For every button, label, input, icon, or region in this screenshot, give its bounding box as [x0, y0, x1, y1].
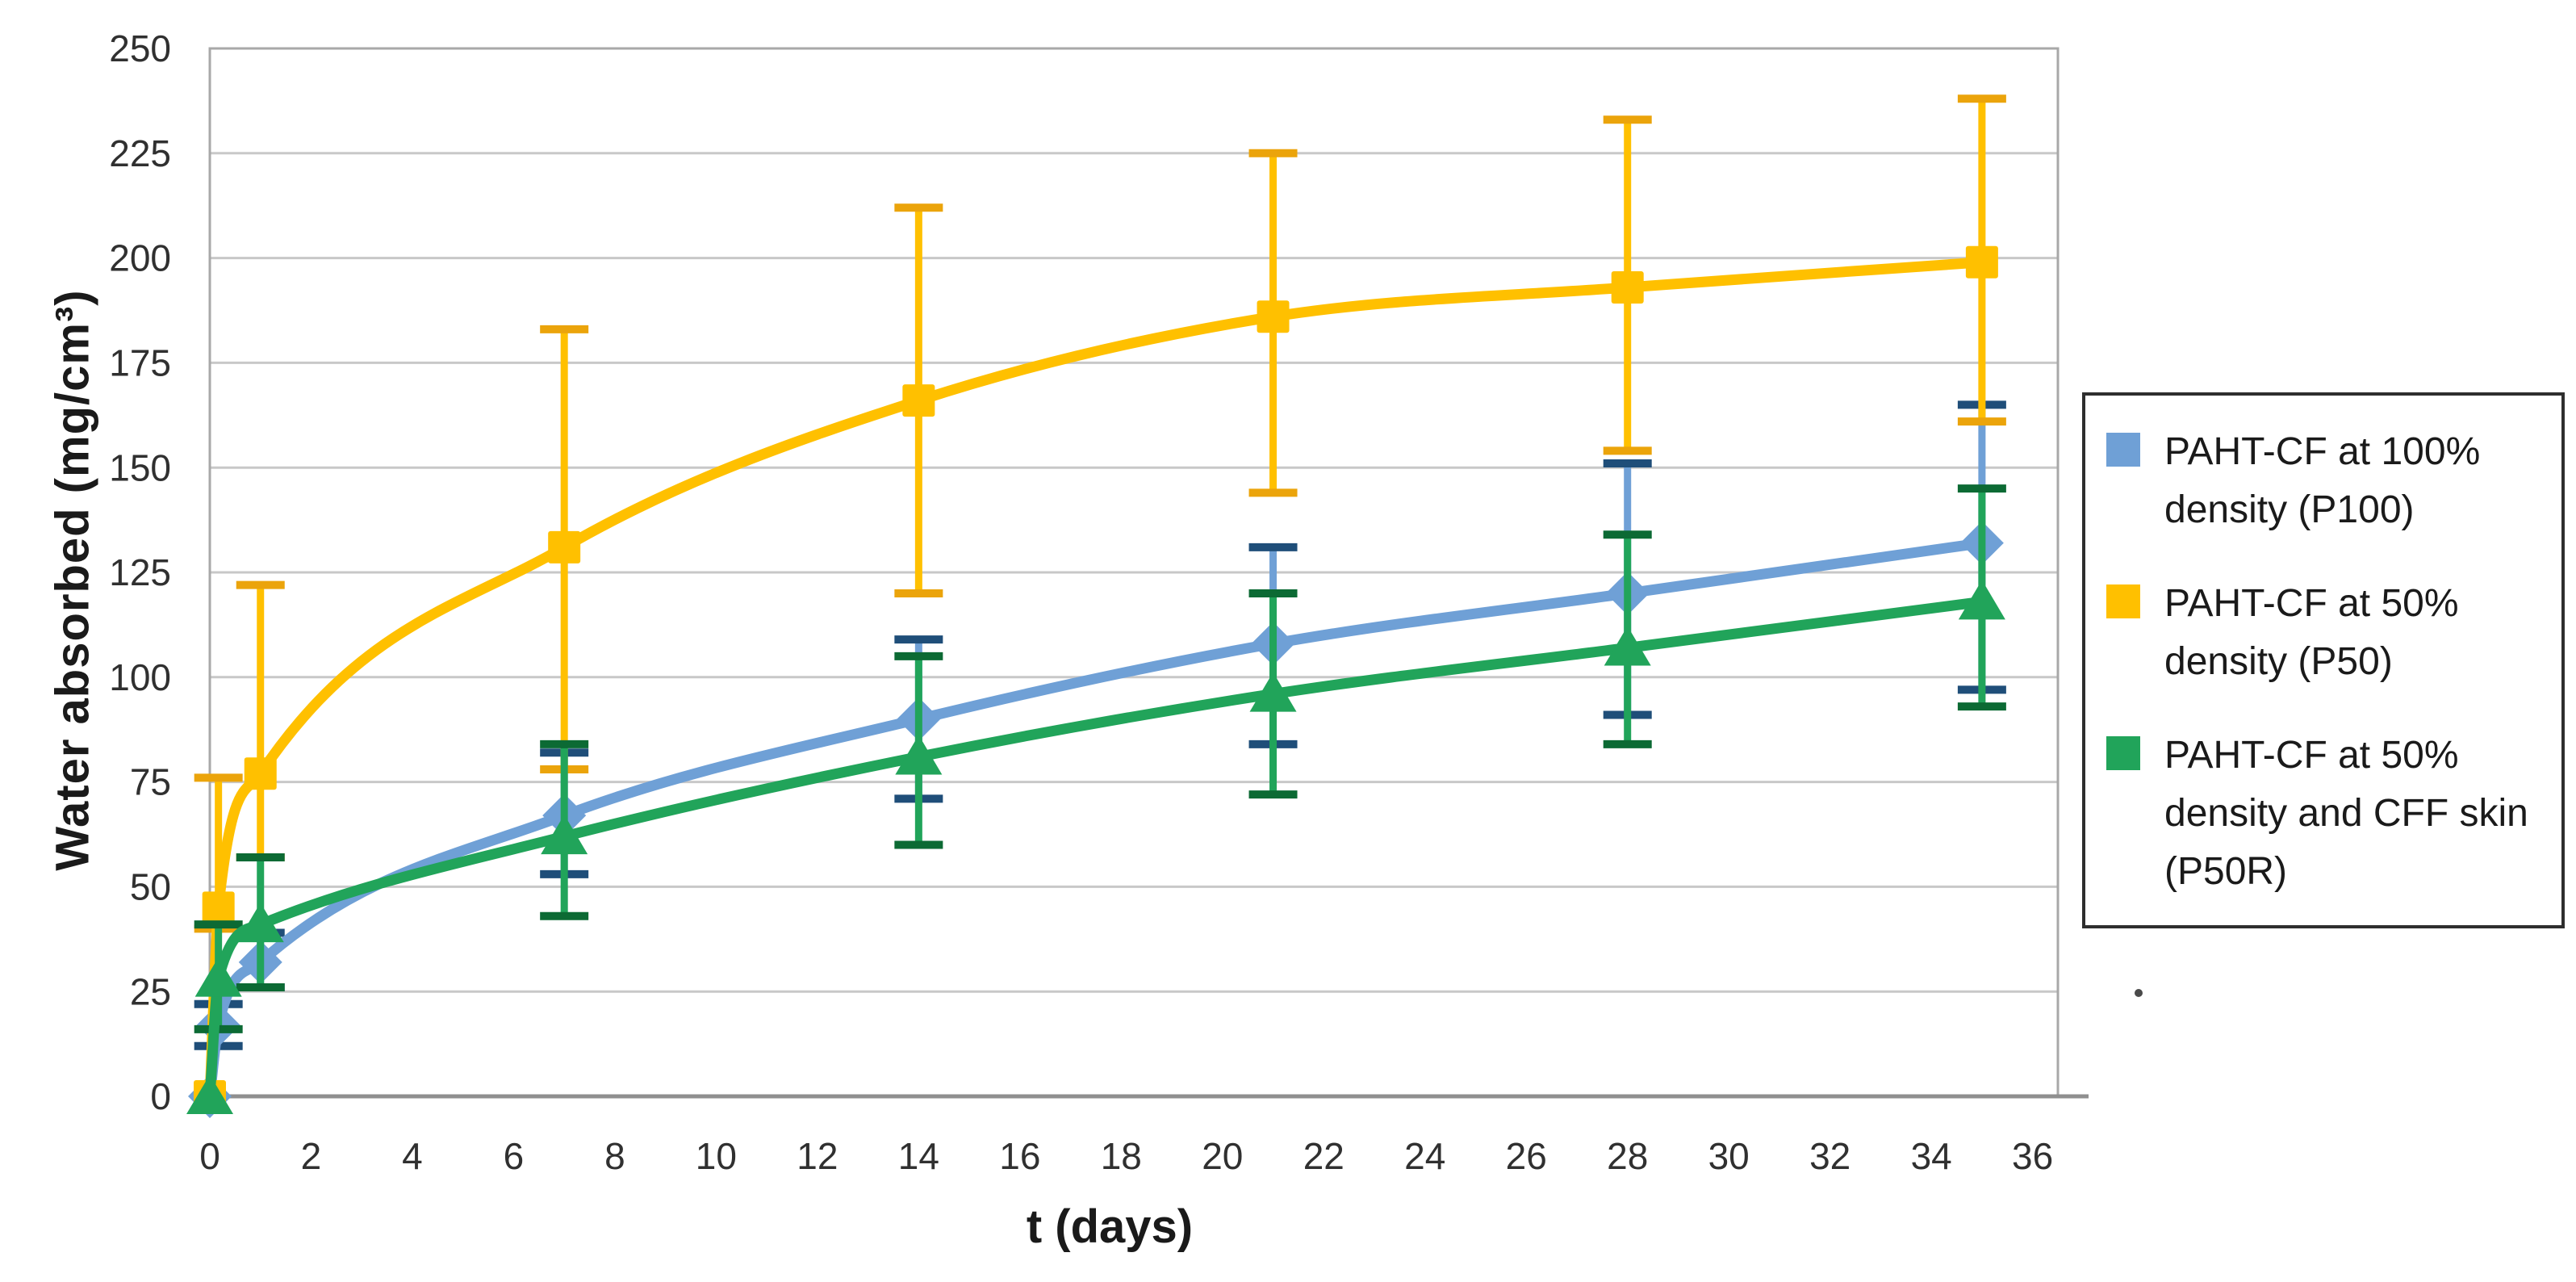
series-line-p50: [204, 257, 1988, 1102]
data-point-triangle: [1249, 672, 1297, 712]
y-tick-label: 225: [109, 132, 171, 174]
y-tick-label: 150: [109, 446, 171, 488]
legend-label: PAHT-CF at 100% density (P100): [2164, 430, 2481, 531]
legend-item-p50r: PAHT-CF at 50% density and CFF skin (P50R): [2106, 727, 2540, 901]
x-tick-label: 28: [1607, 1135, 1648, 1177]
data-point-square: [202, 891, 235, 924]
x-tick-label: 26: [1506, 1135, 1547, 1177]
y-tick-label: 125: [109, 551, 171, 593]
y-tick-label: 200: [109, 237, 171, 279]
x-tick-label: 8: [604, 1135, 625, 1177]
y-tick-label: 100: [109, 656, 171, 698]
x-tick-label: 4: [402, 1135, 423, 1177]
data-point-triangle: [1604, 626, 1651, 666]
x-tick-label: 22: [1303, 1135, 1344, 1177]
plot-border: [208, 47, 2060, 1096]
data-point-square: [1257, 300, 1290, 333]
y-tick-label: 75: [130, 761, 171, 803]
data-point-triangle: [895, 735, 943, 775]
x-tick-label: 34: [1911, 1135, 1952, 1177]
x-tick-label: 36: [2012, 1135, 2053, 1177]
x-tick-label: 16: [999, 1135, 1040, 1177]
data-point-square: [1611, 270, 1644, 304]
x-tick-label: 30: [1708, 1135, 1750, 1177]
data-point-triangle: [186, 1075, 233, 1114]
data-point-triangle: [194, 957, 242, 997]
y-tick-label: 175: [109, 342, 171, 384]
y-tick-label: 50: [130, 866, 171, 908]
x-tick-label: 0: [199, 1135, 220, 1177]
x-tick-label: 32: [1809, 1135, 1850, 1177]
legend-swatch-icon: [2106, 584, 2140, 618]
x-tick-label: 6: [504, 1135, 525, 1177]
x-tick-label: 10: [696, 1135, 737, 1177]
data-point-triangle: [236, 903, 284, 943]
y-axis-title: Water absorbed (mg/cm³): [46, 289, 99, 871]
series-line-p100: [204, 538, 1988, 1102]
x-tick-label: 2: [301, 1135, 322, 1177]
legend-item-p100: PAHT-CF at 100% density (P100): [2106, 423, 2540, 539]
legend: PAHT-CF at 100% density (P100) PAHT-CF at …: [2082, 392, 2565, 928]
legend-label: PAHT-CF at 50% density (P50): [2164, 582, 2459, 683]
data-point-triangle: [1958, 580, 2005, 620]
legend-swatch-icon: [2106, 433, 2140, 467]
x-tick-label: 24: [1404, 1135, 1445, 1177]
legend-swatch-icon: [2106, 736, 2140, 770]
x-tick-label: 14: [898, 1135, 939, 1177]
data-point-square: [1965, 245, 1998, 279]
artifact-dot: [2135, 989, 2143, 997]
data-point-square: [902, 384, 935, 417]
legend-label: PAHT-CF at 50% density and CFF skin (P50R): [2164, 734, 2528, 893]
legend-item-p50: PAHT-CF at 50% density (P50): [2106, 575, 2540, 691]
y-tick-label: 0: [150, 1075, 171, 1117]
data-point-square: [548, 530, 581, 563]
data-point-square: [244, 757, 277, 790]
x-tick-label: 12: [797, 1135, 838, 1177]
data-point-triangle: [541, 815, 588, 855]
y-tick-label: 250: [109, 27, 171, 69]
x-tick-label: 18: [1101, 1135, 1142, 1177]
x-axis-title: t (days): [1026, 1200, 1194, 1253]
x-tick-label: 20: [1202, 1135, 1243, 1177]
y-tick-label: 25: [130, 970, 171, 1012]
